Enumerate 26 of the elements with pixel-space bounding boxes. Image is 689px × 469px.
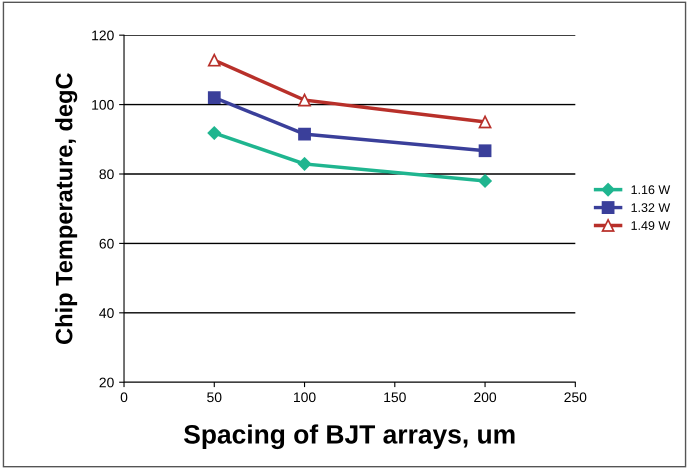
point bbox=[208, 126, 222, 140]
x-tick-label: 100 bbox=[294, 392, 316, 402]
x-tick-label: 50 bbox=[207, 392, 222, 402]
x-tick-label: 200 bbox=[474, 392, 496, 402]
point bbox=[298, 157, 312, 171]
x-tick-label: 250 bbox=[564, 392, 586, 402]
x-tick-label: 0 bbox=[120, 392, 128, 402]
y-tick-label: 40 bbox=[99, 308, 114, 318]
point bbox=[298, 94, 311, 106]
y-tick-label: 80 bbox=[99, 169, 114, 180]
legend-label: 1.16 W bbox=[632, 185, 670, 194]
legend-label: 1.32 W bbox=[632, 203, 670, 212]
x-axis-title: Spacing of BJT arrays, um bbox=[184, 424, 514, 450]
point bbox=[298, 128, 311, 140]
y-axis-title: Chip Temperature, degC bbox=[55, 73, 78, 344]
point bbox=[208, 91, 221, 104]
y-tick-label: 60 bbox=[100, 238, 114, 249]
y-tick-label: 120 bbox=[92, 30, 114, 40]
point bbox=[478, 116, 492, 128]
point bbox=[208, 54, 221, 67]
y-tick-label: 100 bbox=[92, 100, 114, 110]
legend-label: 1.49 W bbox=[632, 221, 670, 230]
y-tick-label: 20 bbox=[100, 378, 114, 388]
x-tick-label: 150 bbox=[384, 392, 406, 402]
point bbox=[478, 144, 492, 158]
point bbox=[478, 174, 492, 188]
